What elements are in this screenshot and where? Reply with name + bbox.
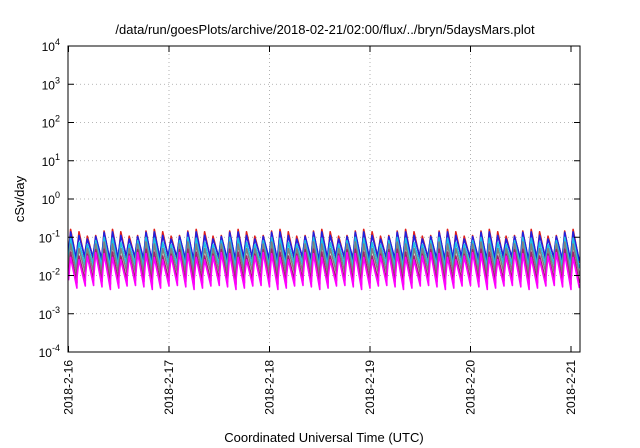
series-line bbox=[67, 251, 581, 291]
y-axis-ticks: 10-4 10-3 10-2 10-1 100 101 102 103 104 bbox=[39, 37, 580, 360]
x-tick-label: 2018-2-19 bbox=[363, 360, 377, 415]
x-tick-label: 2018-2-16 bbox=[62, 360, 76, 415]
y-tick-label: 101 bbox=[42, 152, 60, 169]
y-tick-label: 102 bbox=[42, 114, 60, 131]
grid bbox=[68, 46, 580, 352]
x-tick-label: 2018-2-21 bbox=[564, 360, 578, 415]
y-axis-title: cSv/day bbox=[12, 175, 27, 222]
x-tick-label: 2018-2-20 bbox=[464, 360, 478, 415]
x-tick-label: 2018-2-17 bbox=[162, 360, 176, 415]
chart-title: /data/run/goesPlots/archive/2018-02-21/0… bbox=[115, 22, 535, 37]
x-axis-title: Coordinated Universal Time (UTC) bbox=[224, 430, 423, 445]
series-group bbox=[67, 228, 581, 291]
x-axis-ticks: 2018-2-16 2018-2-17 2018-2-18 2018-2-19 2018… bbox=[62, 46, 578, 415]
y-tick-label: 100 bbox=[42, 190, 60, 207]
y-tick-label: 10-2 bbox=[39, 267, 60, 284]
y-tick-label: 10-3 bbox=[39, 305, 60, 322]
y-tick-label: 103 bbox=[42, 75, 60, 92]
y-tick-label: 104 bbox=[42, 37, 60, 54]
y-tick-label: 10-1 bbox=[39, 228, 60, 245]
y-tick-label: 10-4 bbox=[39, 343, 60, 360]
x-tick-label: 2018-2-18 bbox=[263, 360, 277, 415]
